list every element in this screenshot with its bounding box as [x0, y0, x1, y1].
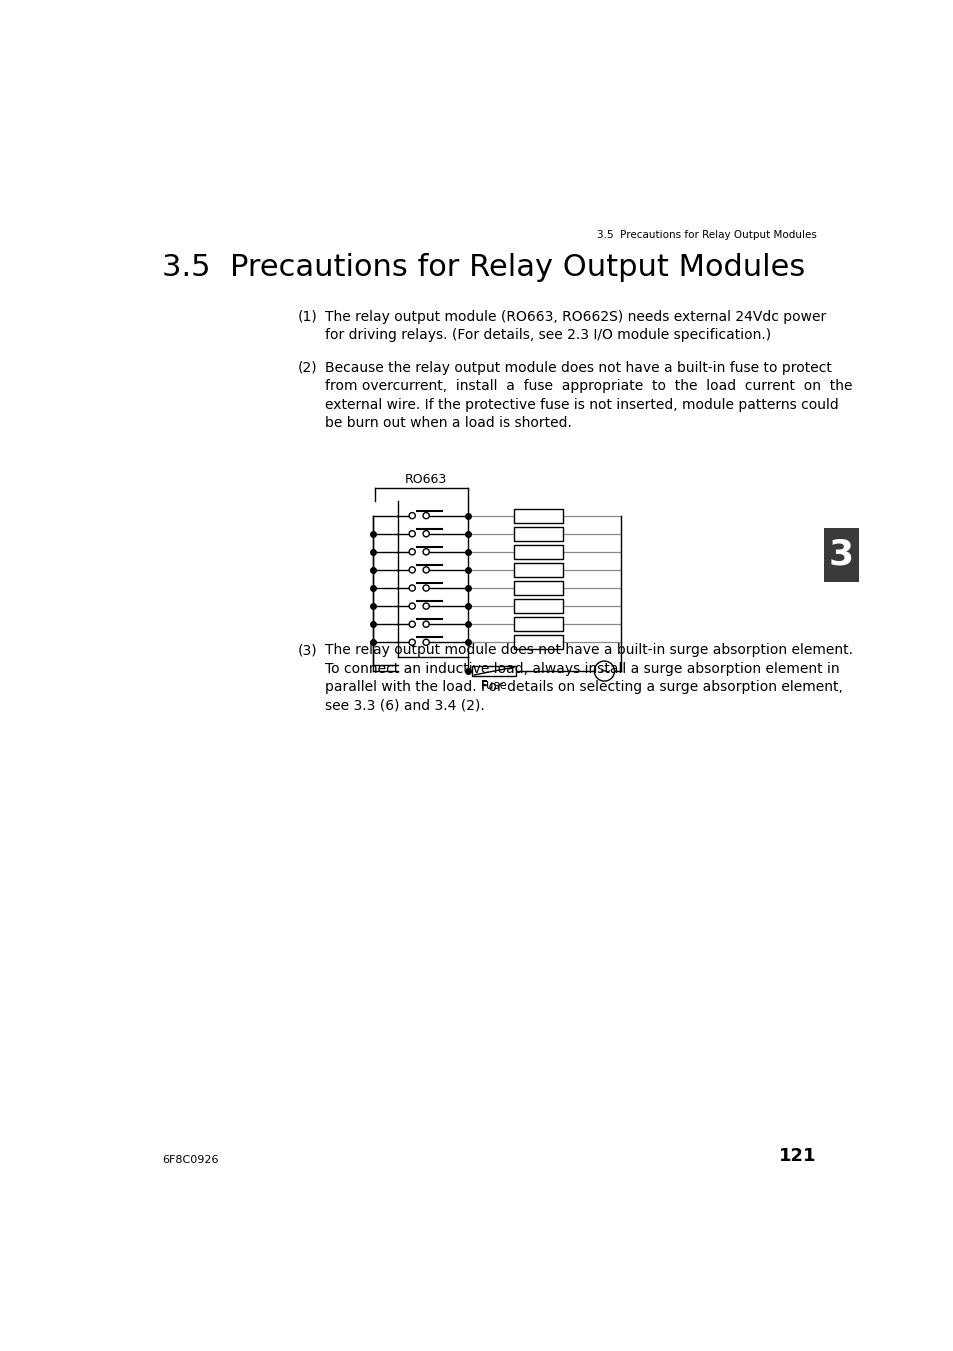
Text: RO663: RO663	[404, 473, 446, 486]
Text: The relay output module (RO663, RO662S) needs external 24Vdc power
for driving r: The relay output module (RO663, RO662S) …	[324, 309, 825, 342]
Circle shape	[422, 639, 429, 646]
Bar	[514, 544, 562, 559]
Bar	[514, 509, 562, 523]
Text: 3.5  Precautions for Relay Output Modules: 3.5 Precautions for Relay Output Modules	[597, 230, 816, 240]
Circle shape	[422, 621, 429, 627]
Circle shape	[409, 549, 415, 555]
Circle shape	[409, 621, 415, 627]
Bar	[514, 635, 562, 650]
Text: (2): (2)	[297, 361, 316, 374]
Bar	[472, 666, 516, 677]
Text: 121: 121	[779, 1147, 816, 1166]
Circle shape	[594, 661, 614, 681]
Bar	[514, 563, 562, 577]
Bar	[514, 600, 562, 613]
Circle shape	[409, 512, 415, 519]
Circle shape	[409, 567, 415, 573]
Circle shape	[409, 603, 415, 609]
Text: The relay output module does not have a built-in surge absorption element.
To co: The relay output module does not have a …	[324, 643, 852, 712]
Circle shape	[422, 531, 429, 536]
Text: Because the relay output module does not have a built-in fuse to protect
from ov: Because the relay output module does not…	[324, 361, 851, 430]
Bar	[514, 617, 562, 631]
Text: Fuse: Fuse	[480, 678, 507, 692]
Circle shape	[422, 585, 429, 592]
Circle shape	[422, 603, 429, 609]
Text: (1): (1)	[297, 309, 317, 324]
Circle shape	[409, 639, 415, 646]
Text: 3.5  Precautions for Relay Output Modules: 3.5 Precautions for Relay Output Modules	[162, 253, 804, 282]
Circle shape	[422, 549, 429, 555]
Text: 6F8C0926: 6F8C0926	[162, 1155, 218, 1166]
Text: ~: ~	[598, 663, 610, 678]
Bar	[514, 527, 562, 540]
Circle shape	[409, 585, 415, 592]
Text: 3: 3	[828, 538, 853, 571]
Text: (3): (3)	[297, 643, 316, 658]
Bar	[514, 581, 562, 594]
Circle shape	[422, 512, 429, 519]
Bar	[823, 528, 858, 582]
Circle shape	[409, 531, 415, 536]
Circle shape	[422, 567, 429, 573]
